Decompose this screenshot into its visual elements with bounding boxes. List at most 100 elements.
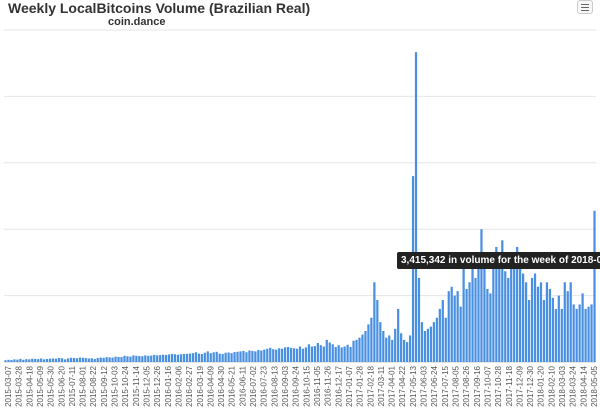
bar[interactable]	[75, 358, 78, 362]
bar[interactable]	[114, 356, 117, 362]
bar[interactable]	[275, 349, 278, 362]
bar[interactable]	[173, 354, 177, 362]
bar[interactable]	[257, 350, 260, 362]
bar[interactable]	[254, 351, 257, 362]
bar[interactable]	[426, 328, 430, 362]
bar[interactable]	[403, 339, 406, 362]
bar[interactable]	[10, 360, 13, 362]
bar[interactable]	[486, 288, 489, 362]
bar[interactable]	[557, 295, 560, 362]
bar[interactable]	[444, 317, 447, 362]
bar[interactable]	[453, 295, 456, 362]
bar[interactable]	[138, 356, 141, 362]
bar[interactable]	[313, 346, 316, 362]
bar[interactable]	[191, 353, 195, 362]
bar[interactable]	[411, 176, 415, 362]
bar[interactable]	[468, 282, 471, 362]
bar[interactable]	[165, 354, 168, 362]
bar[interactable]	[99, 357, 102, 362]
bar[interactable]	[519, 262, 522, 362]
bar[interactable]	[572, 304, 575, 362]
bar[interactable]	[584, 308, 587, 362]
bar[interactable]	[272, 349, 275, 362]
bar[interactable]	[28, 359, 31, 362]
bar[interactable]	[96, 358, 99, 362]
bar[interactable]	[563, 282, 566, 362]
bar[interactable]	[78, 357, 81, 362]
bar[interactable]	[292, 348, 296, 362]
bar[interactable]	[560, 308, 563, 362]
bar[interactable]	[414, 52, 418, 362]
bar[interactable]	[337, 345, 340, 362]
bar[interactable]	[123, 355, 126, 362]
bar[interactable]	[66, 358, 70, 362]
bar[interactable]	[185, 353, 189, 362]
bar[interactable]	[548, 288, 551, 362]
bar[interactable]	[465, 288, 468, 362]
bar[interactable]	[382, 331, 385, 362]
bar[interactable]	[144, 355, 147, 362]
bar[interactable]	[43, 359, 46, 362]
bar[interactable]	[25, 359, 28, 362]
bar[interactable]	[507, 277, 510, 362]
bar[interactable]	[129, 356, 132, 362]
bar[interactable]	[501, 240, 504, 362]
bar[interactable]	[459, 306, 462, 362]
bar[interactable]	[84, 358, 87, 362]
bar[interactable]	[578, 304, 581, 362]
bar[interactable]	[236, 351, 239, 362]
bar[interactable]	[188, 353, 192, 362]
bar[interactable]	[530, 277, 534, 362]
bar[interactable]	[284, 347, 287, 362]
bar[interactable]	[126, 356, 129, 362]
bar[interactable]	[477, 260, 480, 362]
bar[interactable]	[170, 354, 174, 362]
bar[interactable]	[510, 264, 513, 362]
bar[interactable]	[474, 277, 477, 362]
bar[interactable]	[153, 354, 156, 362]
bar[interactable]	[391, 339, 394, 362]
bar[interactable]	[63, 359, 67, 362]
bar[interactable]	[307, 344, 311, 362]
bar[interactable]	[200, 354, 203, 362]
bar[interactable]	[355, 339, 358, 362]
bar[interactable]	[527, 300, 531, 362]
bar[interactable]	[471, 264, 474, 362]
bar[interactable]	[447, 291, 450, 362]
bar[interactable]	[263, 349, 266, 362]
bar[interactable]	[4, 360, 7, 362]
bar[interactable]	[554, 308, 557, 362]
bar[interactable]	[69, 357, 73, 362]
bar[interactable]	[266, 348, 269, 362]
bar[interactable]	[182, 354, 186, 362]
bar[interactable]	[334, 346, 337, 362]
bar[interactable]	[343, 346, 346, 362]
bar[interactable]	[524, 282, 528, 362]
bar[interactable]	[441, 300, 444, 362]
bar[interactable]	[423, 331, 427, 362]
bar[interactable]	[432, 322, 435, 362]
bar[interactable]	[328, 342, 331, 362]
bar[interactable]	[289, 347, 293, 362]
bar[interactable]	[516, 246, 519, 362]
bar[interactable]	[156, 355, 159, 362]
bar[interactable]	[397, 308, 400, 362]
bar[interactable]	[31, 358, 34, 362]
bar[interactable]	[233, 352, 236, 362]
bar[interactable]	[167, 354, 171, 362]
bar[interactable]	[37, 359, 40, 362]
bar[interactable]	[22, 359, 25, 362]
bar[interactable]	[495, 246, 498, 362]
bar[interactable]	[176, 354, 180, 362]
bar[interactable]	[245, 352, 248, 362]
bar[interactable]	[242, 350, 245, 362]
bar[interactable]	[203, 352, 206, 362]
bar[interactable]	[542, 300, 546, 362]
bar[interactable]	[51, 358, 55, 362]
bar[interactable]	[251, 350, 254, 362]
bar[interactable]	[504, 271, 507, 362]
bar[interactable]	[46, 358, 49, 362]
bar[interactable]	[581, 293, 584, 362]
bar[interactable]	[566, 291, 569, 362]
bar[interactable]	[438, 308, 441, 362]
